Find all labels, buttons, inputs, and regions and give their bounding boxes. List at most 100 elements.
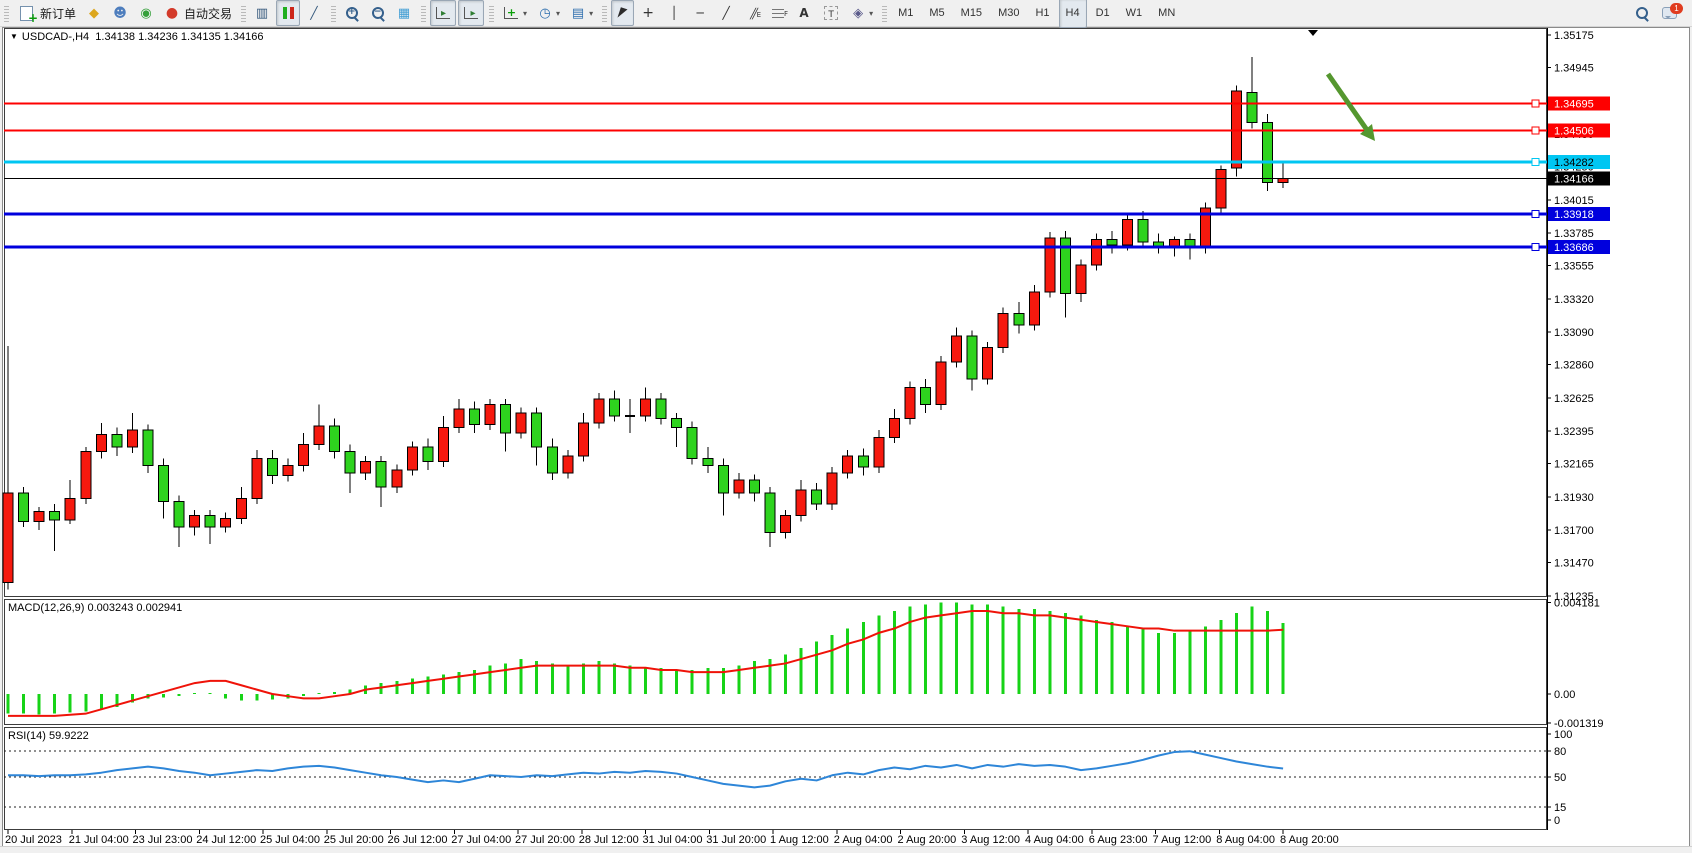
price-badge: 1.34282: [1548, 155, 1610, 170]
cursor-button[interactable]: [611, 0, 635, 26]
rsi-tick-label: 50: [1554, 772, 1566, 784]
tf-w1[interactable]: W1: [1119, 0, 1150, 28]
price-badge-label: 1.34506: [1554, 125, 1594, 137]
green-down-arrow[interactable]: [1325, 72, 1375, 141]
support-resistance-line[interactable]: [4, 126, 1547, 135]
tf-m1-label: M1: [898, 7, 914, 19]
auto-scroll-button[interactable]: [430, 0, 457, 26]
rsi-tick-label: 80: [1554, 746, 1566, 758]
price-tick-label: 1.35175: [1554, 30, 1594, 42]
zoom-out-button[interactable]: [366, 0, 390, 26]
candle-body: [1013, 312, 1025, 326]
tf-m1[interactable]: M1: [891, 0, 920, 28]
line-drag-handle[interactable]: [1531, 158, 1540, 167]
chevron-down-icon[interactable]: ▾: [523, 8, 528, 18]
candle: [733, 472, 745, 499]
chart-shift-marker[interactable]: [1308, 30, 1318, 36]
candle: [795, 479, 807, 522]
tf-m5[interactable]: M5: [922, 0, 951, 28]
candle: [453, 398, 465, 433]
zoom-in-button[interactable]: [340, 0, 364, 26]
candle-body: [189, 515, 201, 528]
price-axis[interactable]: 1.344801.342501.351751.349451.340151.337…: [1547, 28, 1610, 830]
support-resistance-line[interactable]: [4, 209, 1547, 218]
candle-body: [904, 386, 916, 420]
chart-shift-icon: [464, 7, 479, 19]
chat-button[interactable]: 1: [1656, 0, 1683, 26]
tf-m15[interactable]: M15: [954, 0, 989, 28]
support-resistance-line[interactable]: [4, 243, 1547, 252]
price-badge-bg: [1548, 123, 1610, 138]
arrows-button[interactable]: ▾: [846, 0, 877, 26]
candle: [671, 413, 683, 448]
candlestick-chart-button[interactable]: [276, 0, 301, 26]
line-chart-icon: [306, 5, 322, 21]
tf-h4[interactable]: H4: [1058, 0, 1087, 28]
tf-m30-label: M30: [998, 7, 1020, 19]
new-order-button[interactable]: 新订单: [13, 0, 80, 26]
line-chart-button[interactable]: [302, 0, 326, 26]
line-drag-handle[interactable]: [1531, 99, 1540, 108]
support-button[interactable]: [108, 0, 132, 26]
symbol-dropdown-icon[interactable]: ▼: [10, 32, 18, 41]
candle: [546, 438, 558, 480]
chevron-down-icon[interactable]: ▾: [869, 8, 874, 18]
candle-body: [826, 472, 838, 505]
symbol-period-label: USDCAD-,H4: [21, 31, 90, 43]
tf-m30[interactable]: M30: [991, 0, 1026, 28]
text-label-button[interactable]: [818, 0, 844, 26]
candle: [826, 467, 838, 510]
line-drag-handle[interactable]: [1531, 126, 1540, 135]
price-badge: 1.33918: [1548, 206, 1610, 221]
fibonacci-button[interactable]: [766, 0, 790, 26]
pane-frames: [4, 28, 1547, 830]
tf-mn[interactable]: MN: [1151, 0, 1182, 28]
line-drag-handle[interactable]: [1531, 209, 1540, 218]
tf-d1[interactable]: D1: [1089, 0, 1117, 28]
indicators-button[interactable]: ▾: [498, 0, 531, 26]
candle-body: [111, 433, 123, 448]
candle-body: [1122, 218, 1134, 246]
candle: [391, 464, 403, 493]
support-resistance-line[interactable]: [4, 158, 1547, 167]
candle-body: [531, 412, 543, 448]
chart-shift-button[interactable]: [458, 0, 485, 26]
time-axis[interactable]: 20 Jul 2023 21 Jul 04:00 23 Jul 23:00 24 Ju…: [5, 830, 1339, 846]
candle: [608, 390, 620, 422]
chevron-down-icon[interactable]: ▾: [556, 8, 561, 18]
candle-body: [360, 460, 372, 474]
bar-chart-button[interactable]: [250, 0, 274, 26]
new-order-icon: [20, 5, 38, 26]
news-horn-button[interactable]: [82, 0, 106, 26]
candle-body: [437, 426, 449, 462]
crosshair-button[interactable]: [636, 0, 660, 26]
price-tick-label: 1.34015: [1554, 195, 1594, 207]
candle-body: [1262, 122, 1274, 183]
tf-h1[interactable]: H1: [1028, 0, 1056, 28]
candle-body: [1091, 238, 1102, 266]
periods-button[interactable]: ▾: [533, 0, 564, 26]
autotrading-button[interactable]: 自动交易: [160, 0, 236, 26]
candle: [204, 509, 216, 545]
search-button[interactable]: [1630, 0, 1654, 26]
price-badge-bg: [1548, 206, 1610, 221]
candle-body: [251, 458, 263, 499]
support-resistance-line[interactable]: [4, 99, 1547, 108]
candle-body: [764, 492, 776, 534]
vertical-line-button[interactable]: [662, 0, 686, 26]
signal-button[interactable]: [134, 0, 158, 26]
candle: [406, 441, 418, 476]
text-button[interactable]: [792, 0, 816, 26]
chevron-down-icon[interactable]: ▾: [589, 8, 594, 18]
chart-canvas[interactable]: 1.344801.342501.351751.349451.340151.337…: [0, 27, 1692, 853]
trendline-button[interactable]: [714, 0, 738, 26]
candle: [422, 438, 434, 471]
templates-button[interactable]: ▾: [566, 0, 597, 26]
horizontal-line-button[interactable]: [688, 0, 712, 26]
tile-windows-button[interactable]: [392, 0, 416, 26]
line-drag-handle[interactable]: [1531, 243, 1540, 252]
candle-body: [282, 465, 294, 477]
news-horn-icon: [86, 5, 102, 21]
arrow-shaft: [1325, 72, 1370, 132]
channel-button[interactable]: [740, 0, 764, 26]
